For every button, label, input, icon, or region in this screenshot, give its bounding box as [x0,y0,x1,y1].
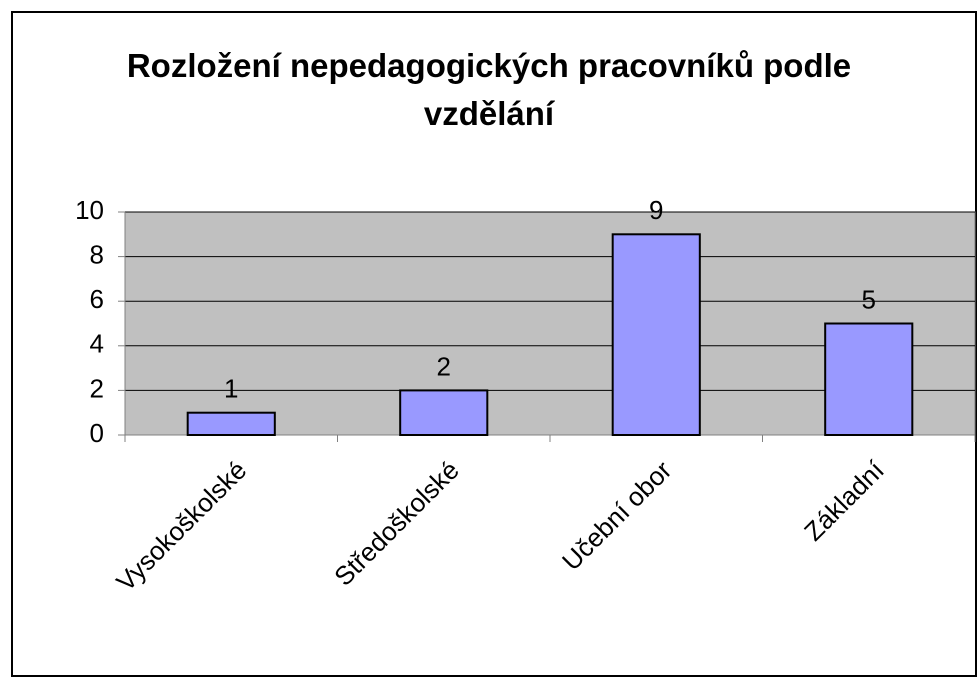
y-tick-label: 4 [90,329,104,359]
y-tick-label: 0 [90,418,104,448]
bar [186,411,276,437]
chart-title: Rozložení nepedagogických pracovníků pod… [126,47,852,132]
data-label: 5 [862,284,876,314]
y-tick-label: 2 [90,373,104,403]
bar [399,389,489,436]
data-label: 1 [224,374,238,404]
y-tick-label: 6 [90,284,104,314]
data-label: 9 [649,195,663,225]
y-tick-label: 8 [90,239,104,269]
bar [611,233,701,436]
y-tick-label: 10 [75,195,104,225]
data-label: 2 [437,351,451,381]
bar [824,322,914,436]
